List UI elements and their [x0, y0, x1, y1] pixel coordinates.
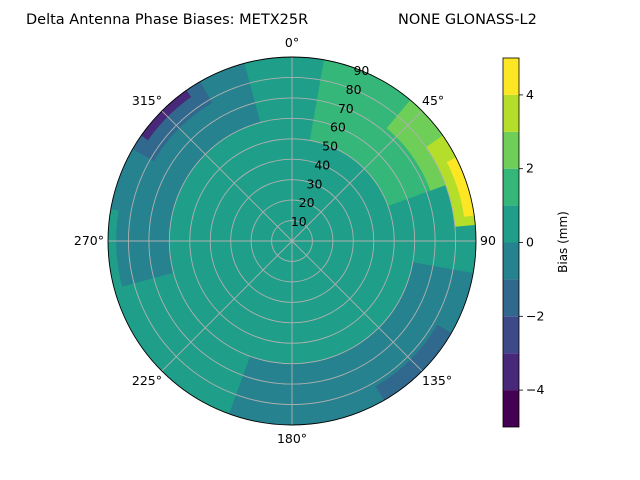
radial-tick-label-30: 30	[307, 176, 323, 191]
contour-region-1	[108, 57, 261, 220]
angular-gridline-135	[291, 240, 423, 372]
contour-region-11	[116, 180, 177, 287]
radial-tick-label-20: 20	[299, 195, 315, 210]
radial-tick-label-50: 50	[322, 139, 338, 154]
angular-gridline-225	[161, 240, 293, 372]
colorbar-band-7	[503, 131, 519, 169]
angle-tick-labels: 0° 45° 90 135° 180° 225° 270° 315°	[74, 35, 496, 446]
angle-tick-label-225: 225°	[132, 373, 162, 388]
colorbar-band-4	[503, 242, 519, 280]
radial-tick-labels: 10 20 30 40 50 60 70 80 90	[291, 63, 370, 229]
angle-tick-label-0: 0°	[285, 35, 299, 50]
angle-tick-label-135: 135°	[422, 373, 452, 388]
colorbar: −4 −2 0 2 4	[502, 57, 544, 428]
plot-border	[107, 56, 477, 426]
radial-tick-label-80: 80	[346, 82, 362, 97]
radial-tick-label-60: 60	[330, 120, 346, 135]
colorbar-band-5	[503, 205, 519, 243]
radial-tick-label-90: 90	[353, 63, 369, 78]
radial-tick-label-40: 40	[314, 157, 330, 172]
colorbar-label: Bias (mm)	[556, 211, 570, 273]
colorbar-tick-label--4: −4	[526, 382, 544, 397]
colorbar-band-3	[503, 279, 519, 317]
angle-tick-label-45: 45°	[422, 93, 444, 108]
polar-grid	[108, 57, 476, 425]
angle-tick-label-270: 270°	[74, 233, 104, 248]
colorbar-band-6	[503, 168, 519, 206]
contour-region-10	[157, 241, 278, 368]
colorbar-band-0	[503, 390, 519, 427]
colorbar-band-8	[503, 94, 519, 132]
angular-gridline-315	[161, 110, 293, 242]
colorbar-tick-label-4: 4	[526, 87, 534, 102]
angle-tick-label-315: 315°	[132, 93, 162, 108]
angle-tick-label-90: 90	[480, 233, 496, 248]
colorbar-tick-label-2: 2	[526, 161, 534, 176]
colorbar-band-2	[503, 316, 519, 354]
colorbar-tick-label-0: 0	[526, 235, 534, 250]
colorbar-band-9	[503, 58, 519, 95]
angular-gridline-45	[291, 110, 423, 242]
angle-tick-label-180: 180°	[277, 431, 307, 446]
colorbar-tick-label--2: −2	[526, 308, 544, 323]
chart-subtitle: NONE GLONASS-L2	[398, 12, 537, 28]
colorbar-band-1	[503, 353, 519, 391]
contour-region-8	[224, 262, 476, 425]
radial-tick-label-10: 10	[291, 214, 307, 229]
radial-tick-label-70: 70	[338, 101, 354, 116]
chart-title: Delta Antenna Phase Biases: METX25R	[26, 12, 308, 28]
